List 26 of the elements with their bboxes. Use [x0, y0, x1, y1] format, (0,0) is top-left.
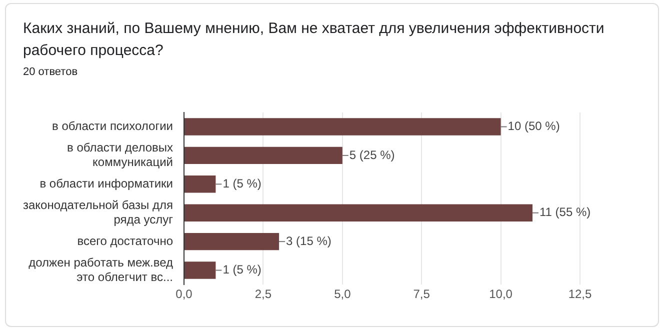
y-tick-label: всего достаточно [77, 234, 174, 248]
x-tick-label: 2,5 [254, 287, 272, 302]
y-tick-label: должен работать меж.вед это облегчит вс... [28, 255, 174, 284]
bar [184, 146, 342, 164]
bar [184, 262, 216, 279]
bar [184, 204, 532, 222]
data-label: 10 (50 %) [508, 119, 560, 134]
text: 20 ответов [23, 66, 78, 78]
bar [184, 232, 280, 250]
data-label: 1 (5 %) [222, 176, 262, 190]
bar [184, 118, 501, 136]
data-label: 3 (15 %) [286, 234, 332, 248]
x-tick-label: 10,0 [489, 287, 513, 302]
x-tick-label: 0,0 [176, 287, 193, 302]
y-tick-label: в области информатики [40, 176, 174, 190]
data-label: 1 (5 %) [222, 262, 262, 277]
x-tick-label: 7,5 [413, 287, 430, 302]
data-label: 5 (25 %) [349, 148, 395, 162]
data-label: 11 (55 %) [539, 205, 591, 220]
y-tick-label: в области деловых коммуникаций [66, 140, 174, 169]
x-tick-label: 5,0 [334, 287, 352, 302]
x-tick-label: 12,5 [568, 287, 592, 302]
chart-title: Каких знаний, по Вашему мнению, Вам не хватает для увеличения эффективности рабочего процесса? [23, 19, 606, 61]
y-tick-label: законодательной базы для ряда услуг [22, 198, 174, 226]
bar [184, 176, 216, 193]
y-tick-label: в области психологии [52, 119, 174, 134]
